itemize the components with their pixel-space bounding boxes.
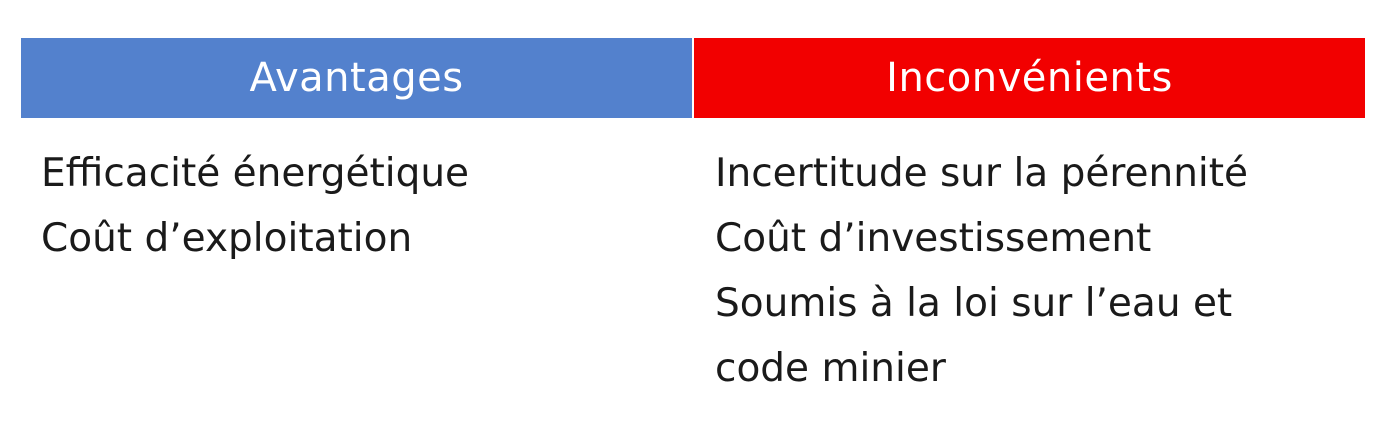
advantages-column: Avantages Efficacité énergétique Coût d’… xyxy=(21,38,692,401)
advantages-list: Efficacité énergétique Coût d’exploitati… xyxy=(21,118,692,271)
disadvantage-item: code minier xyxy=(715,346,946,391)
disadvantages-header: Inconvénients xyxy=(694,38,1365,118)
advantage-item: Coût d’exploitation xyxy=(41,216,413,261)
advantages-header: Avantages xyxy=(21,38,692,118)
disadvantage-item: Incertitude sur la pérennité xyxy=(715,151,1249,196)
disadvantages-column: Inconvénients Incertitude sur la pérenni… xyxy=(694,38,1365,401)
advantage-item: Efficacité énergétique xyxy=(41,151,470,196)
disadvantage-item: Coût d’investissement xyxy=(715,216,1152,261)
comparison-table: Avantages Efficacité énergétique Coût d’… xyxy=(21,38,1365,401)
disadvantages-list: Incertitude sur la pérennité Coût d’inve… xyxy=(694,118,1365,401)
disadvantage-item: Soumis à la loi sur l’eau et xyxy=(715,281,1233,326)
